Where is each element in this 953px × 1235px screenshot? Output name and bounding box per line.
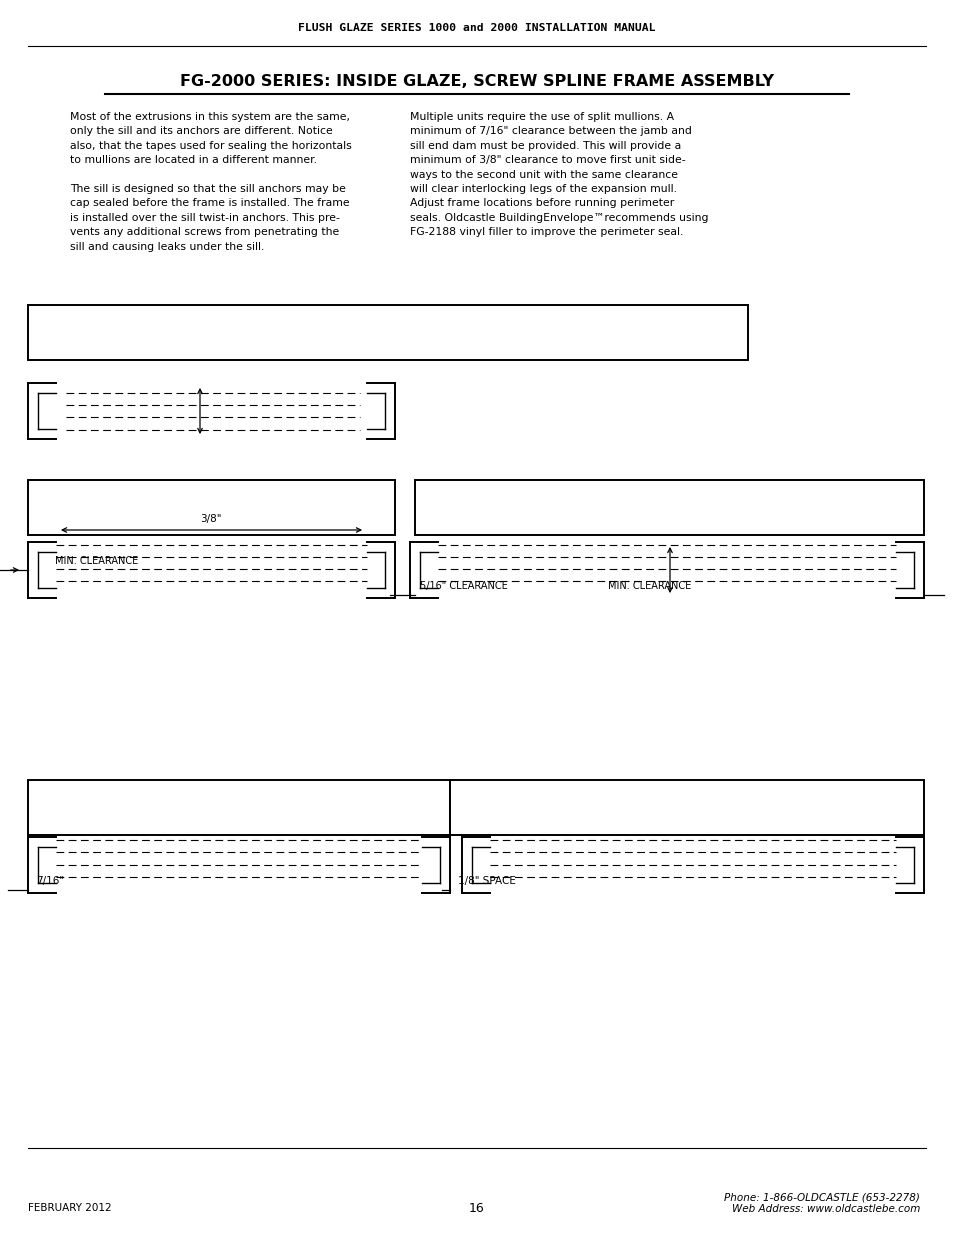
Text: 7/16": 7/16" bbox=[36, 876, 64, 885]
Text: 16: 16 bbox=[469, 1202, 484, 1214]
Text: MIN. CLEARANCE: MIN. CLEARANCE bbox=[55, 556, 138, 566]
Text: FG-2000 SERIES: INSIDE GLAZE, SCREW SPLINE FRAME ASSEMBLY: FG-2000 SERIES: INSIDE GLAZE, SCREW SPLI… bbox=[180, 74, 773, 89]
Text: 3/8": 3/8" bbox=[200, 514, 221, 524]
Text: 5/16" CLEARANCE: 5/16" CLEARANCE bbox=[419, 580, 507, 592]
Text: MIN. CLEARANCE: MIN. CLEARANCE bbox=[607, 580, 691, 592]
Text: FLUSH GLAZE SERIES 1000 and 2000 INSTALLATION MANUAL: FLUSH GLAZE SERIES 1000 and 2000 INSTALL… bbox=[298, 23, 655, 33]
Bar bbox=[28, 781, 450, 835]
Bar bbox=[450, 781, 923, 835]
Text: Phone: 1-866-OLDCASTLE (653-2278)
Web Address: www.oldcastlebe.com: Phone: 1-866-OLDCASTLE (653-2278) Web Ad… bbox=[723, 1192, 919, 1214]
Text: 1/8" SPACE: 1/8" SPACE bbox=[457, 876, 516, 885]
Bar bbox=[28, 480, 395, 535]
Text: Multiple units require the use of split mullions. A
minimum of 7/16" clearance b: Multiple units require the use of split … bbox=[410, 112, 708, 237]
Text: Most of the extrusions in this system are the same,
only the sill and its anchor: Most of the extrusions in this system ar… bbox=[70, 112, 352, 252]
Text: FEBRUARY 2012: FEBRUARY 2012 bbox=[28, 1203, 112, 1213]
Bar bbox=[28, 305, 747, 359]
Bar bbox=[415, 480, 923, 535]
